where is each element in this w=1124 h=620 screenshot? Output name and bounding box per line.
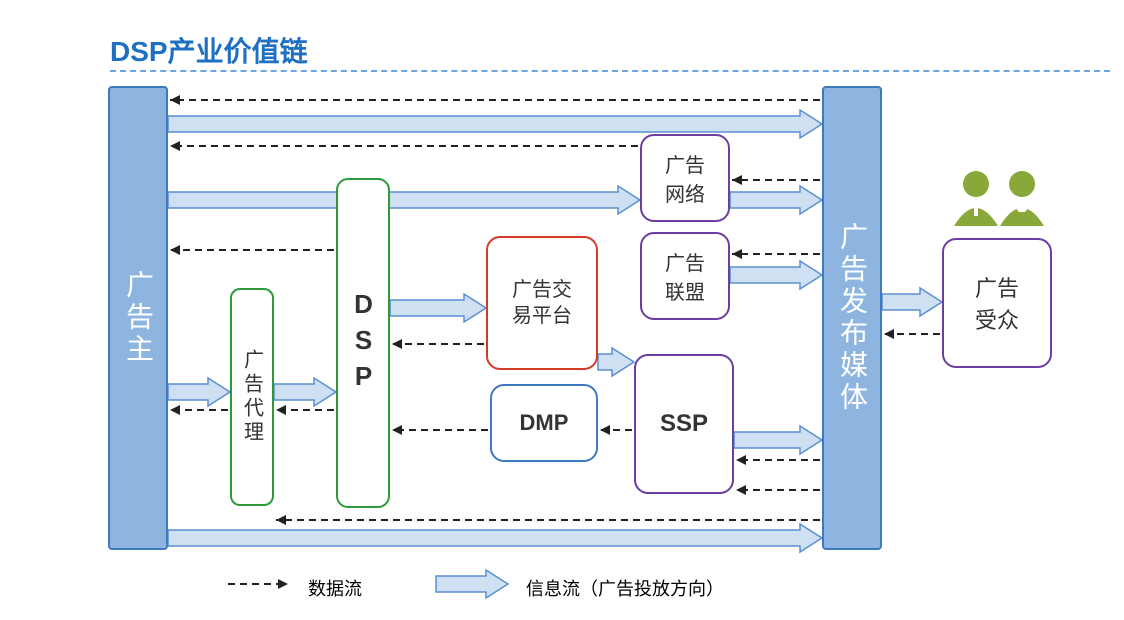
data-arrow-13: [884, 329, 940, 339]
data-arrow-11: [736, 485, 820, 495]
info-arrow-2: [730, 186, 822, 214]
node-agency-label: 广告代理: [238, 349, 267, 445]
data-arrow-6: [276, 405, 334, 415]
data-arrow-1: [170, 141, 638, 151]
data-arrow-12: [276, 515, 820, 525]
data-arrow-7: [170, 405, 228, 415]
node-dmp: DMP: [490, 384, 598, 462]
node-dsp: DSP: [336, 178, 390, 508]
data-arrow-5: [392, 339, 484, 349]
info-arrow-10: [882, 288, 942, 316]
person-icon-1: [1000, 171, 1044, 226]
info-arrow-8: [734, 426, 822, 454]
info-arrow-9: [168, 524, 822, 552]
node-publisher-label: 广告发布媒体: [832, 222, 872, 414]
data-arrow-2: [732, 175, 820, 185]
node-adunion: 广告联盟: [640, 232, 730, 320]
data-arrow-3: [170, 245, 334, 255]
node-dmp-label: DMP: [520, 410, 569, 436]
node-adnet: 广告网络: [640, 134, 730, 222]
node-adnet-label: 广告网络: [665, 149, 705, 207]
info-arrow-4: [390, 294, 486, 322]
data-arrow-8: [392, 425, 488, 435]
info-arrow-0: [168, 110, 822, 138]
info-arrow-3: [730, 261, 822, 289]
node-agency: 广告代理: [230, 288, 274, 506]
node-ssp-label: SSP: [660, 410, 708, 438]
person-icon-0: [954, 171, 998, 226]
node-audience: 广告受众: [942, 238, 1052, 368]
node-dsp-label: DSP: [348, 289, 379, 397]
node-adx: 广告交易平台: [486, 236, 598, 370]
node-publisher: 广告发布媒体: [822, 86, 882, 550]
title-separator: [110, 70, 1110, 72]
legend-dash-arrow: [228, 579, 288, 589]
diagram-title: DSP产业价值链: [110, 30, 308, 70]
node-adunion-label: 广告联盟: [665, 247, 705, 305]
node-advertiser-label: 广告主: [118, 270, 158, 366]
diagram-stage: DSP产业价值链 广告主广告代理 DSP 广告交易平台 DMP 广告网络广告联盟 SSP 广…: [0, 0, 1124, 620]
legend-thick-arrow: [436, 570, 508, 598]
info-arrow-6: [168, 378, 230, 406]
legend-infoflow-label: 信息流（广告投放方向）: [526, 575, 724, 601]
node-audience-label: 广告受众: [975, 271, 1019, 335]
legend-dataflow-label: 数据流: [308, 575, 362, 601]
data-arrow-10: [736, 455, 820, 465]
info-arrow-7: [274, 378, 336, 406]
data-arrow-0: [170, 95, 820, 105]
info-arrow-1: [168, 186, 640, 214]
data-arrow-4: [732, 249, 820, 259]
info-arrow-5: [598, 348, 634, 376]
data-arrow-9: [600, 425, 632, 435]
node-ssp: SSP: [634, 354, 734, 494]
node-advertiser: 广告主: [108, 86, 168, 550]
node-adx-label: 广告交易平台: [512, 277, 572, 329]
